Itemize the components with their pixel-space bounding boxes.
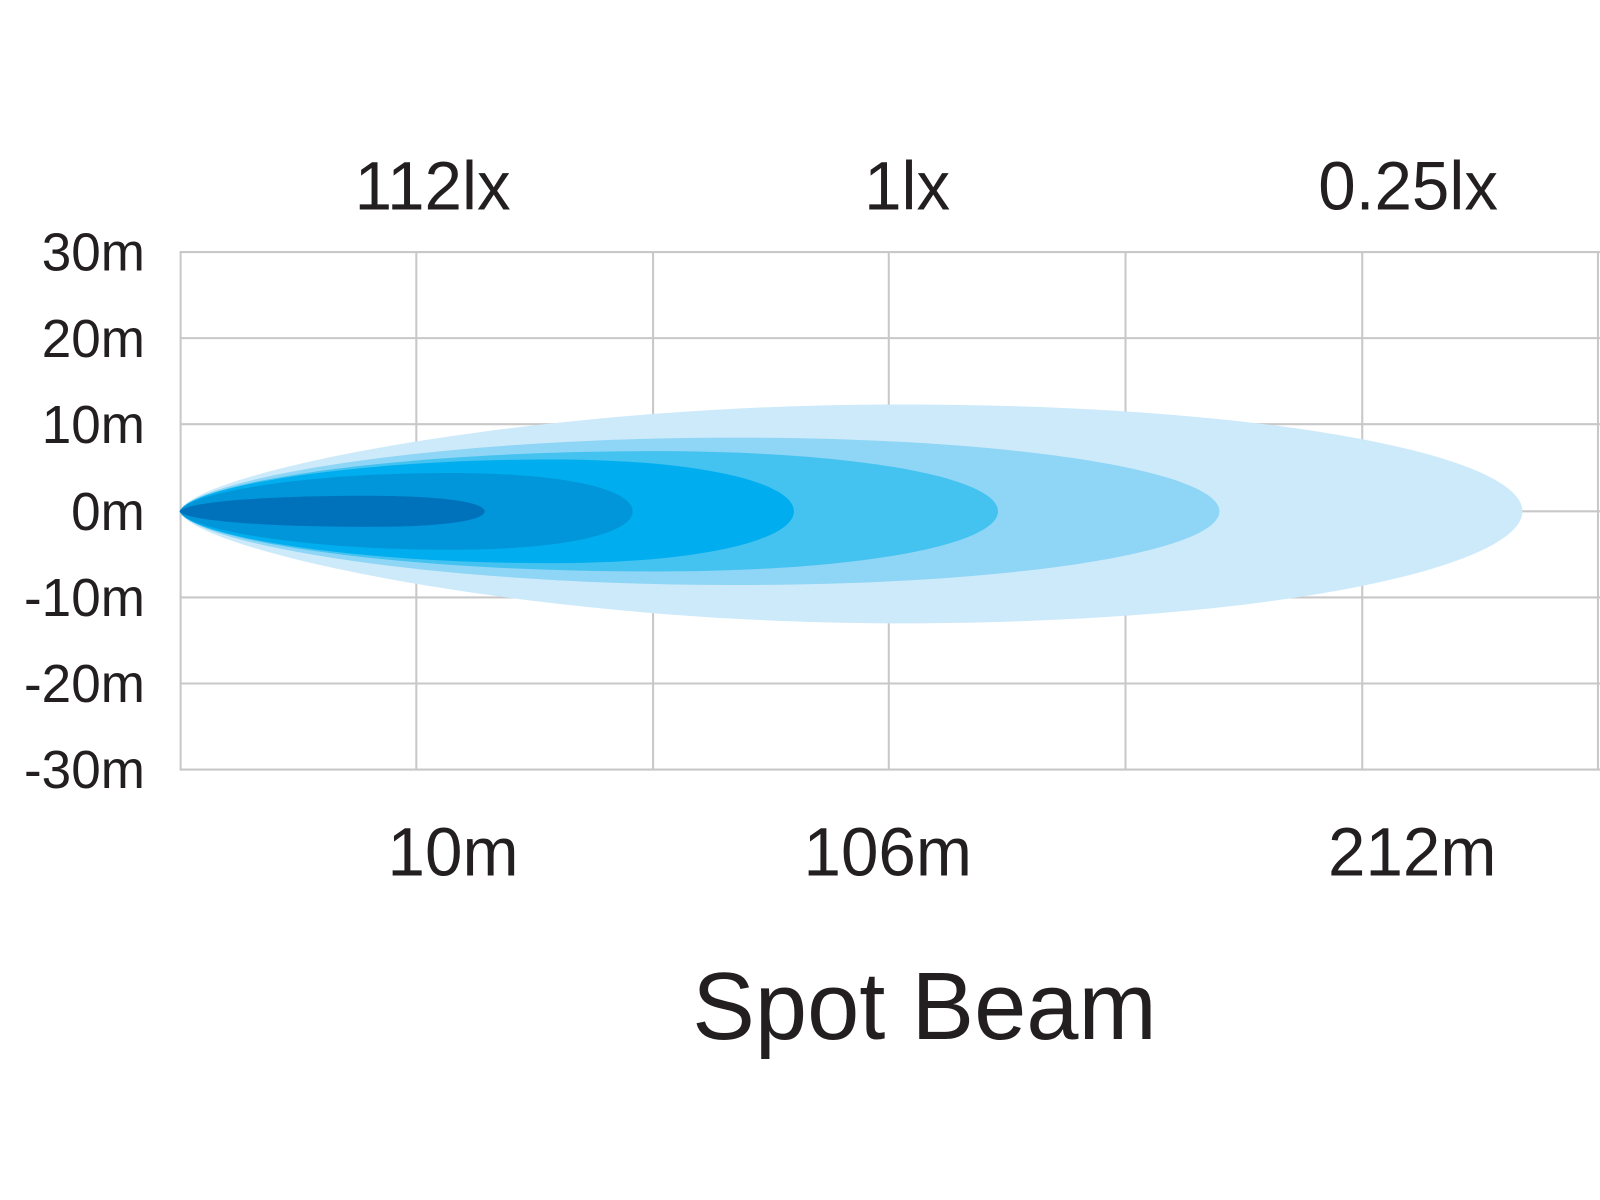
lux-label: 1lx (864, 149, 950, 225)
beam-zone (179, 495, 485, 527)
x-label: 10m (388, 815, 519, 891)
x-label: 106m (804, 815, 972, 891)
x-label: 212m (1328, 815, 1496, 891)
y-label: 20m (42, 309, 145, 368)
y-label: 30m (42, 223, 145, 282)
title: Spot Beam (692, 954, 1156, 1061)
x-labels: 10m 106m 212m (388, 815, 1497, 891)
y-labels: 30m 20m 10m 0m -10m -20m -30m (24, 223, 145, 800)
lux-labels: 112lx 1lx 0.25lx (355, 149, 1498, 225)
lux-label: 0.25lx (1318, 149, 1498, 225)
beam (179, 404, 1523, 624)
y-label: -10m (24, 569, 145, 628)
y-label: -30m (24, 741, 145, 800)
y-label: 0m (71, 483, 145, 542)
lux-label: 112lx (355, 149, 511, 225)
y-label: -20m (24, 655, 145, 714)
y-label: 10m (42, 395, 145, 454)
